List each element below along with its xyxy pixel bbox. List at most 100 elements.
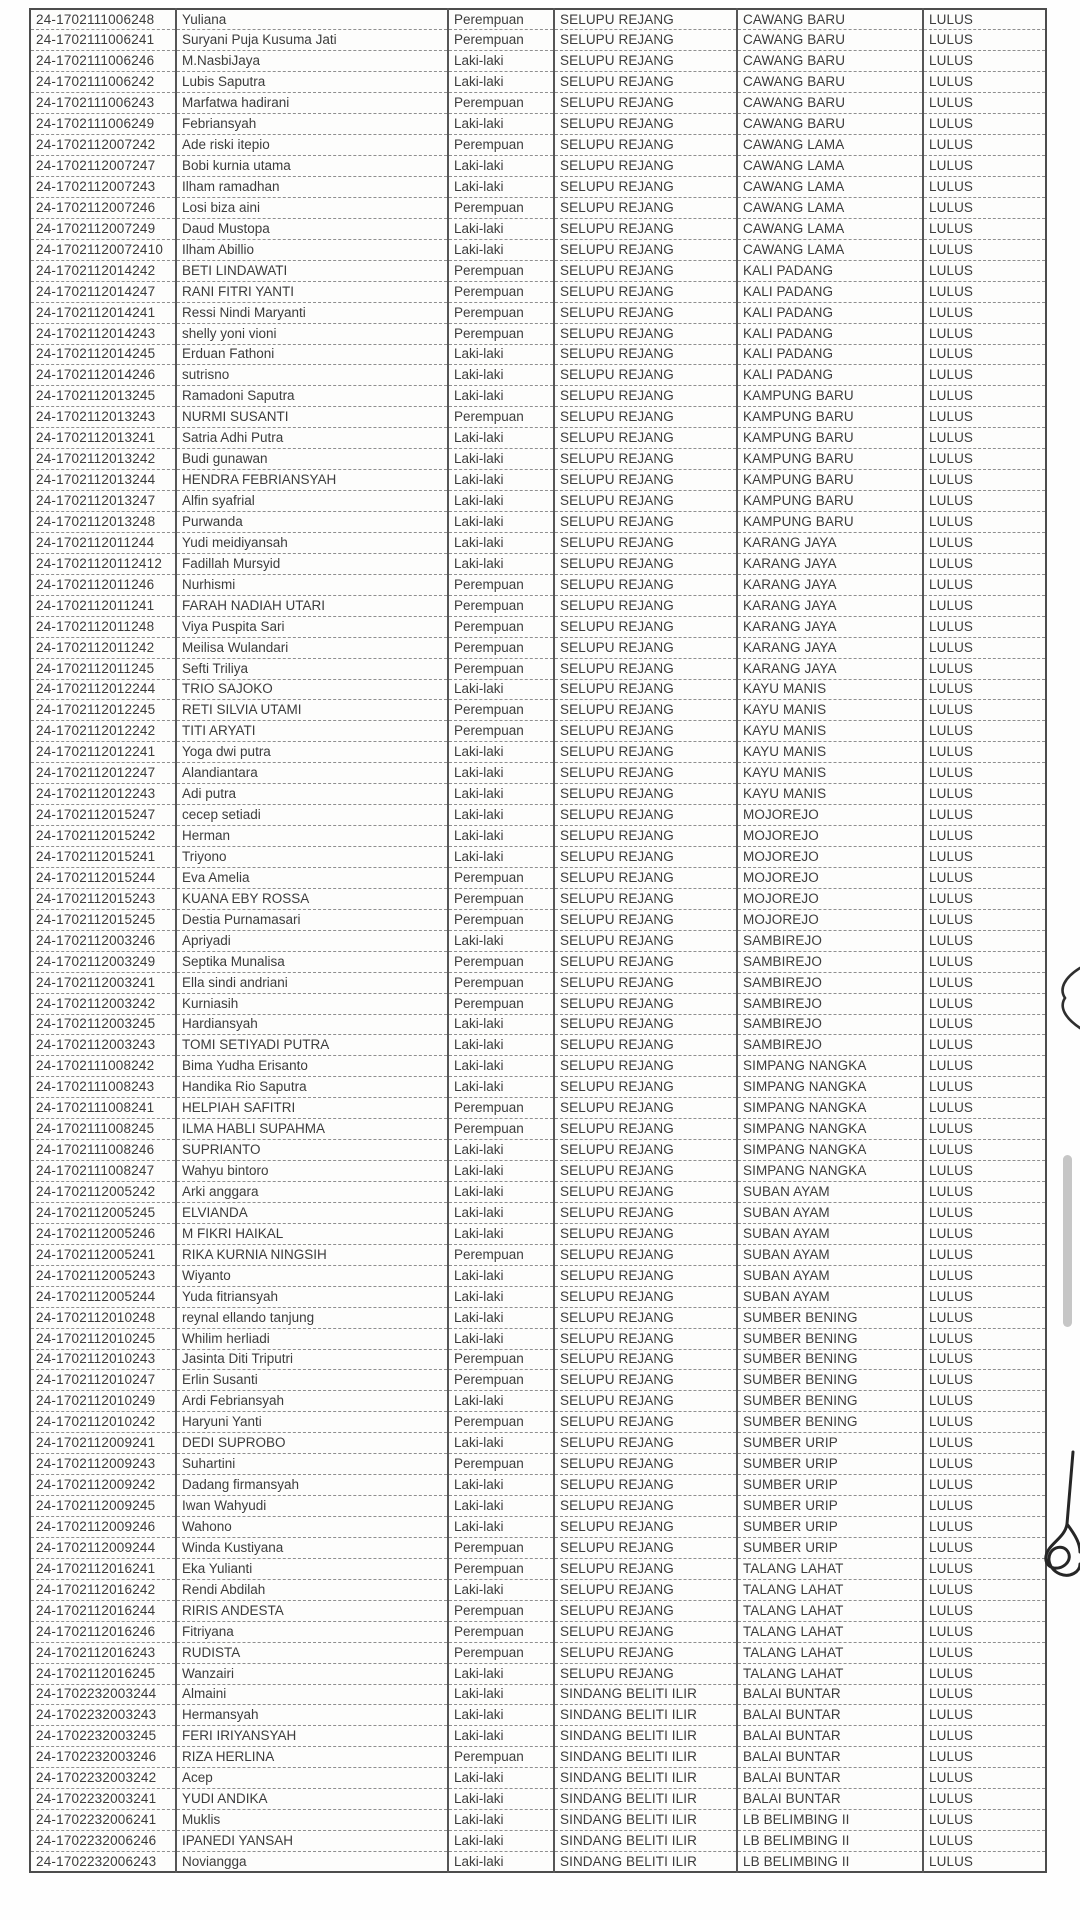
cell-registration-id: 24-1702112016242 — [30, 1579, 176, 1601]
cell-name: Winda Kustiyana — [175, 1537, 448, 1559]
cell-village: TALANG LAHAT — [736, 1663, 923, 1685]
cell-village: KALI PADANG — [736, 260, 923, 282]
cell-gender: Laki-laki — [447, 1286, 554, 1308]
cell-gender: Perempuan — [447, 1349, 554, 1371]
cell-name: Ade riski itepio — [175, 134, 448, 157]
cell-district: SINDANG BELITI ILIR — [553, 1809, 737, 1832]
cell-status: LULUS — [922, 1076, 1046, 1099]
cell-district: SELUPU REJANG — [553, 741, 737, 764]
cell-name: Wahono — [175, 1516, 448, 1538]
cell-name: RIZA HERLINA — [175, 1746, 448, 1769]
cell-district: SELUPU REJANG — [553, 29, 737, 52]
cell-name: Triyono — [175, 846, 448, 868]
cell-village: LB BELIMBING II — [736, 1830, 923, 1852]
cell-status: LULUS — [922, 741, 1046, 764]
cell-name: Hermansyah — [175, 1704, 448, 1727]
cell-district: SELUPU REJANG — [553, 951, 737, 973]
cell-registration-id: 24-1702112007243 — [30, 176, 176, 198]
cell-name: SUPRIANTO — [175, 1139, 448, 1162]
cell-district: SELUPU REJANG — [553, 1328, 737, 1350]
table-row: 24-1702112003243 TOMI SETIYADI PUTRA Laki-… — [30, 1034, 1046, 1057]
cell-registration-id: 24-1702112014246 — [30, 364, 176, 387]
cell-village: CAWANG LAMA — [736, 197, 923, 219]
cell-status: LULUS — [922, 50, 1046, 73]
cell-gender: Laki-laki — [447, 1767, 554, 1790]
cell-district: SELUPU REJANG — [553, 155, 737, 177]
cell-status: LULUS — [922, 616, 1046, 638]
cell-gender: Laki-laki — [447, 490, 554, 512]
cell-name: Meilisa Wulandari — [175, 637, 448, 659]
table-row: 24-1702232003245 FERI IRIYANSYAH Laki-laki… — [30, 1725, 1046, 1748]
cell-status: LULUS — [922, 720, 1046, 743]
cell-district: SELUPU REJANG — [553, 783, 737, 806]
cell-registration-id: 24-1702111008243 — [30, 1076, 176, 1099]
cell-name: Febriansyah — [175, 113, 448, 136]
cell-village: KARANG JAYA — [736, 532, 923, 554]
cell-name: Budi gunawan — [175, 448, 448, 471]
cell-name: HELPIAH SAFITRI — [175, 1097, 448, 1120]
cell-status: LULUS — [922, 1328, 1046, 1350]
cell-name: FARAH NADIAH UTARI — [175, 595, 448, 617]
table-row: 24-1702112014246 sutrisno Laki-laki SELUPU … — [30, 364, 1046, 387]
cell-gender: Perempuan — [447, 29, 554, 52]
cell-village: SUMBER BENING — [736, 1307, 923, 1329]
cell-gender: Perempuan — [447, 9, 554, 31]
cell-village: BALAI BUNTAR — [736, 1725, 923, 1748]
cell-registration-id: 24-1702112012242 — [30, 720, 176, 743]
cell-gender: Perempuan — [447, 1118, 554, 1141]
table-row: 24-1702112003242 Kurniasih Perempuan SELUPU… — [30, 993, 1046, 1015]
cell-name: Septika Munalisa — [175, 951, 448, 973]
cell-village: SUMBER BENING — [736, 1369, 923, 1392]
cell-status: LULUS — [922, 1097, 1046, 1120]
table-row: 24-1702232003242 Acep Laki-laki SINDANG BEL… — [30, 1767, 1046, 1790]
cell-district: SELUPU REJANG — [553, 1118, 737, 1141]
cell-village: KAMPUNG BARU — [736, 469, 923, 492]
cell-status: LULUS — [922, 1621, 1046, 1643]
cell-status: LULUS — [922, 302, 1046, 324]
cell-district: SELUPU REJANG — [553, 1160, 737, 1182]
cell-village: CAWANG BARU — [736, 29, 923, 52]
cell-gender: Laki-laki — [447, 783, 554, 806]
table-row: 24-1702232003243 Hermansyah Laki-laki SINDA… — [30, 1704, 1046, 1727]
cell-status: LULUS — [922, 1663, 1046, 1685]
cell-district: SELUPU REJANG — [553, 1663, 737, 1685]
table-row: 24-1702111008243 Handika Rio Saputra Laki-… — [30, 1076, 1046, 1099]
cell-district: SINDANG BELITI ILIR — [553, 1725, 737, 1748]
cell-district: SELUPU REJANG — [553, 1265, 737, 1287]
cell-registration-id: 24-1702232003244 — [30, 1684, 176, 1706]
cell-registration-id: 24-1702111006249 — [30, 113, 176, 136]
cell-name: Apriyadi — [175, 930, 448, 952]
cell-district: SELUPU REJANG — [553, 1223, 737, 1245]
cell-status: LULUS — [922, 1495, 1046, 1517]
cell-status: LULUS — [922, 344, 1046, 366]
cell-gender: Perempuan — [447, 888, 554, 910]
cell-gender: Laki-laki — [447, 1851, 554, 1873]
cell-registration-id: 24-1702112014242 — [30, 260, 176, 282]
cell-gender: Perempuan — [447, 197, 554, 219]
table-row: 24-1702232006246 IPANEDI YANSAH Laki-laki S… — [30, 1830, 1046, 1852]
cell-registration-id: 24-1702112015245 — [30, 909, 176, 931]
cell-name: Dadang firmansyah — [175, 1474, 448, 1497]
cell-status: LULUS — [922, 1767, 1046, 1790]
table-row: 24-1702112015244 Eva Amelia Perempuan SELUP… — [30, 867, 1046, 889]
viewer-scrollbar-thumb[interactable] — [1063, 1155, 1072, 1327]
cell-status: LULUS — [922, 1600, 1046, 1622]
cell-district: SELUPU REJANG — [553, 532, 737, 554]
cell-village: KAMPUNG BARU — [736, 406, 923, 429]
cell-name: TITI ARYATI — [175, 720, 448, 743]
cell-gender: Perempuan — [447, 1097, 554, 1120]
cell-status: LULUS — [922, 909, 1046, 931]
cell-name: M FIKRI HAIKAL — [175, 1223, 448, 1245]
cell-village: KARANG JAYA — [736, 616, 923, 638]
cell-registration-id: 24-1702112015241 — [30, 846, 176, 868]
cell-registration-id: 24-1702111006241 — [30, 29, 176, 52]
cell-registration-id: 24-1702112003243 — [30, 1034, 176, 1057]
cell-village: SUMBER URIP — [736, 1432, 923, 1455]
table-row: 24-1702232003244 Almaini Laki-laki SINDANG … — [30, 1684, 1046, 1706]
cell-status: LULUS — [922, 1684, 1046, 1706]
cell-status: LULUS — [922, 1244, 1046, 1266]
table-row: 24-1702112013242 Budi gunawan Laki-laki SEL… — [30, 448, 1046, 471]
cell-gender: Perempuan — [447, 1600, 554, 1622]
cell-name: Adi putra — [175, 783, 448, 806]
cell-registration-id: 24-1702112005243 — [30, 1265, 176, 1287]
